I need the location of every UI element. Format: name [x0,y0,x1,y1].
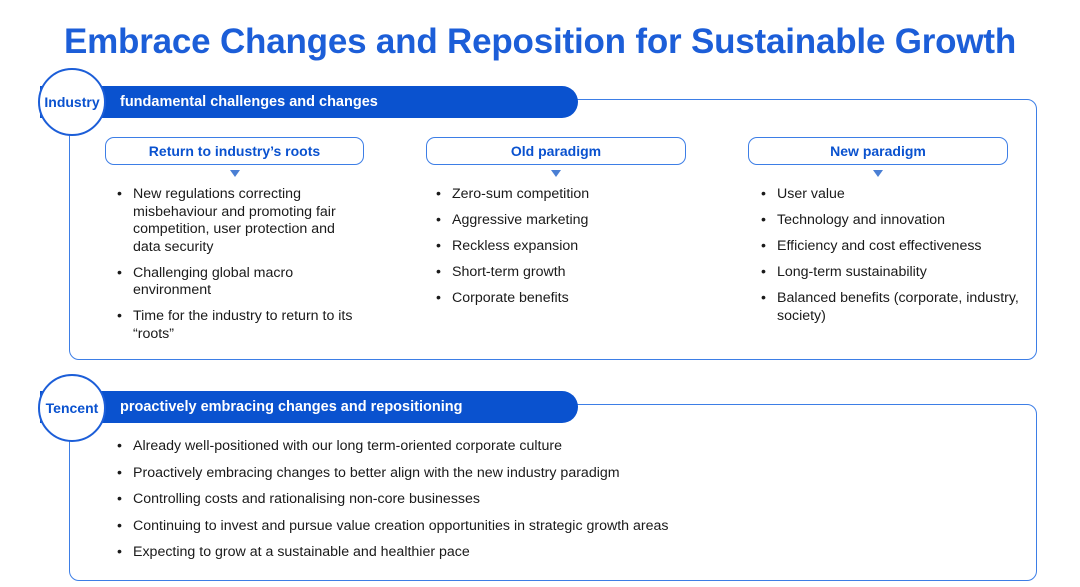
list-item: Efficiency and cost effectiveness [759,238,1019,256]
old-paradigm-list: Zero-sum competition Aggressive marketin… [434,186,684,316]
column-header-old-paradigm: Old paradigm [426,137,686,165]
tencent-list: Already well-positioned with our long te… [115,438,995,571]
list-item: Proactively embracing changes to better … [115,465,995,483]
list-item: Already well-positioned with our long te… [115,438,995,456]
industry-banner: fundamental challenges and changes [40,86,578,118]
list-item: Zero-sum competition [434,186,684,204]
list-item: Continuing to invest and pursue value cr… [115,518,995,536]
list-item: Reckless expansion [434,238,684,256]
arrow-down-icon [230,170,240,177]
roots-list: New regulations correcting misbehaviour … [115,186,365,352]
list-item: Time for the industry to return to its “… [115,308,365,343]
industry-circle: Industry [38,68,106,136]
tencent-banner: proactively embracing changes and reposi… [40,391,578,423]
arrow-down-icon [551,170,561,177]
list-item: Aggressive marketing [434,212,684,230]
list-item: Corporate benefits [434,290,684,308]
list-item: Balanced benefits (corporate, industry, … [759,290,1019,325]
list-item: Controlling costs and rationalising non-… [115,491,995,509]
arrow-down-icon [873,170,883,177]
list-item: Challenging global macro environment [115,265,365,300]
new-paradigm-list: User value Technology and innovation Eff… [759,186,1019,334]
list-item: User value [759,186,1019,204]
column-header-new-paradigm: New paradigm [748,137,1008,165]
tencent-circle-label: Tencent [45,400,99,416]
list-item: Long-term sustainability [759,264,1019,282]
industry-circle-label: Industry [44,94,100,110]
page-title: Embrace Changes and Reposition for Susta… [63,22,1017,61]
tencent-banner-text: proactively embracing changes and reposi… [120,399,463,415]
list-item: Technology and innovation [759,212,1019,230]
tencent-circle: Tencent [38,374,106,442]
industry-banner-text: fundamental challenges and changes [120,94,378,110]
list-item: Expecting to grow at a sustainable and h… [115,544,995,562]
list-item: Short-term growth [434,264,684,282]
column-header-roots: Return to industry’s roots [105,137,364,165]
list-item: New regulations correcting misbehaviour … [115,186,365,256]
